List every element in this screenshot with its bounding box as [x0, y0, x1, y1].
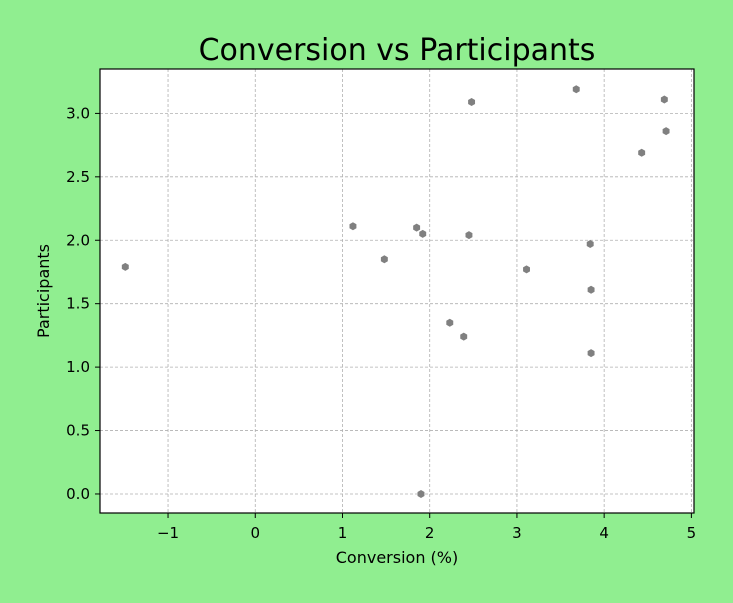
x-tick-label: 4 [599, 524, 609, 542]
data-point [587, 285, 595, 294]
y-tick-label: 1.5 [66, 295, 90, 313]
y-tick-label: 2.5 [66, 168, 90, 186]
data-point [465, 231, 473, 240]
data-point [417, 489, 425, 498]
x-tick-label: 0 [250, 524, 260, 542]
data-point [419, 229, 427, 238]
y-tick-label: 2.0 [66, 231, 90, 249]
y-tick-label: 3.0 [66, 104, 90, 122]
data-point [638, 148, 646, 157]
x-tick-label: 1 [338, 524, 348, 542]
data-point [586, 240, 594, 249]
y-tick-label: 1.0 [66, 358, 90, 376]
x-axis-ticks: −1 0 1 2 3 4 5 [157, 513, 696, 542]
x-tick-label: −1 [157, 524, 179, 542]
x-tick-label: 5 [687, 524, 697, 542]
plot-area [100, 69, 694, 513]
y-axis-ticks: 0.0 0.5 1.0 1.5 2.0 2.5 3.0 [66, 104, 100, 503]
data-point [413, 223, 421, 232]
plot-frame [99, 68, 695, 514]
data-point [662, 127, 670, 136]
data-point [349, 222, 357, 231]
data-point [380, 255, 388, 264]
data-point [572, 85, 580, 94]
grid-lines [100, 69, 694, 513]
data-point [587, 349, 595, 358]
data-point [121, 262, 129, 271]
data-point [446, 318, 454, 327]
y-axis-label: Participants [34, 244, 53, 338]
data-point [460, 332, 468, 341]
y-tick-label: 0.5 [66, 422, 90, 440]
data-points [121, 85, 670, 498]
data-point [468, 97, 476, 106]
chart-title: Conversion vs Participants [199, 33, 596, 68]
x-axis-label: Conversion (%) [336, 548, 458, 567]
data-point [523, 265, 530, 274]
data-point [660, 95, 668, 104]
y-tick-label: 0.0 [66, 485, 90, 503]
x-tick-label: 2 [425, 524, 435, 542]
x-tick-label: 3 [512, 524, 522, 542]
